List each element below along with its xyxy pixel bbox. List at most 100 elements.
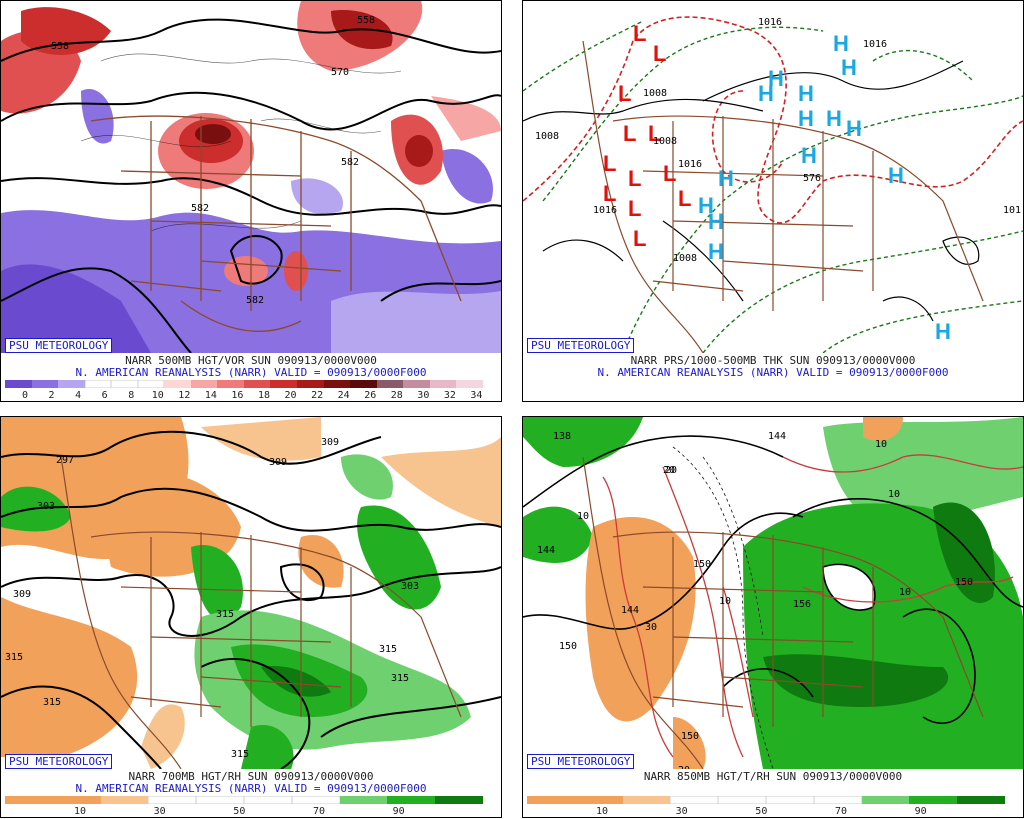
colorbar-swatch bbox=[435, 796, 483, 804]
colorbar-tick-label: 28 bbox=[390, 390, 403, 401]
political-borders bbox=[582, 456, 984, 769]
svg-text:1008: 1008 bbox=[673, 253, 697, 264]
svg-text:H: H bbox=[798, 81, 814, 106]
svg-text:582: 582 bbox=[341, 157, 359, 168]
svg-text:1008: 1008 bbox=[643, 88, 667, 99]
svg-text:L: L bbox=[648, 121, 661, 146]
svg-text:L: L bbox=[628, 166, 641, 191]
height-contours bbox=[1, 430, 501, 769]
colorbar-tick-label: 50 bbox=[755, 806, 768, 817]
svg-text:150: 150 bbox=[681, 731, 699, 742]
colorbar-swatch bbox=[190, 380, 218, 388]
height-contours bbox=[1, 18, 501, 353]
colorbar-tick-label: 10 bbox=[151, 390, 164, 401]
colorbar-tick-label: 70 bbox=[834, 806, 848, 817]
colorbar-tick-label: 14 bbox=[204, 390, 217, 401]
humidity-colorbar bbox=[527, 796, 1005, 804]
colorbar-swatch bbox=[339, 796, 388, 804]
colorbar-swatch bbox=[376, 380, 404, 388]
svg-text:10: 10 bbox=[888, 489, 900, 500]
colorbar-ticks: 0 2 4 6 8 10 12 14 16 18 20 22 24 26 28 30 32 34 bbox=[5, 390, 495, 401]
colorbar-tick-label: 8 bbox=[128, 390, 135, 401]
svg-text:H: H bbox=[826, 106, 842, 131]
colorbar-tick-label: 20 bbox=[284, 390, 297, 401]
colorbar-tick-label: 30 bbox=[675, 806, 688, 817]
svg-text:L: L bbox=[603, 151, 616, 176]
low-pressure-symbol: L bbox=[633, 21, 646, 46]
colorbar-swatch bbox=[813, 796, 862, 804]
colorbar-swatch bbox=[243, 380, 271, 388]
svg-text:L: L bbox=[663, 161, 676, 186]
svg-text:20: 20 bbox=[663, 465, 675, 476]
colorbar-tick-label: 4 bbox=[75, 390, 82, 401]
colorbar-tick-label: 6 bbox=[101, 390, 108, 401]
svg-text:309: 309 bbox=[269, 457, 287, 468]
svg-text:10: 10 bbox=[875, 439, 887, 450]
psu-meteorology-badge: PSU METEOROLOGY bbox=[527, 338, 635, 353]
svg-text:315: 315 bbox=[379, 644, 397, 655]
colorbar-swatch bbox=[164, 380, 191, 388]
colorbar-ticks: 10 30 50 70 90 bbox=[5, 806, 495, 817]
humidity-700mb-map: 297 309 303 309 309 315 303 315 315 315 … bbox=[1, 417, 501, 769]
high-pressure-symbol: H bbox=[758, 81, 774, 106]
svg-text:L: L bbox=[678, 186, 691, 211]
svg-text:309: 309 bbox=[321, 437, 339, 448]
political-borders bbox=[582, 40, 984, 353]
psu-meteorology-badge: PSU METEOROLOGY bbox=[5, 754, 113, 769]
svg-text:315: 315 bbox=[5, 652, 23, 663]
svg-text:150: 150 bbox=[693, 559, 711, 570]
colorbar-swatch bbox=[5, 796, 53, 804]
height-contours bbox=[523, 435, 1023, 724]
svg-text:H: H bbox=[841, 55, 857, 80]
svg-text:L: L bbox=[603, 181, 616, 206]
svg-text:303: 303 bbox=[401, 581, 419, 592]
svg-text:H: H bbox=[798, 106, 814, 131]
moist-area bbox=[523, 417, 643, 467]
colorbar-swatch bbox=[323, 380, 351, 388]
svg-text:20: 20 bbox=[678, 765, 690, 769]
svg-text:H: H bbox=[768, 66, 784, 91]
svg-text:144: 144 bbox=[768, 431, 786, 442]
svg-text:10: 10 bbox=[577, 511, 589, 522]
svg-text:582: 582 bbox=[246, 295, 264, 306]
svg-text:H: H bbox=[846, 116, 862, 141]
panel-caption: NARR 500MB HGT/VOR SUN 090913/0000V000 bbox=[125, 354, 377, 367]
colorbar-tick-label: 70 bbox=[312, 806, 326, 817]
svg-text:1008: 1008 bbox=[653, 136, 677, 147]
vorticity-colorbar bbox=[5, 380, 483, 388]
colorbar-tick-label: 90 bbox=[392, 806, 405, 817]
panel-850mb-temperature-humidity: 138 144 144 150 144 30 10 20 10 150 150 … bbox=[522, 416, 1024, 818]
svg-text:H: H bbox=[698, 193, 714, 218]
svg-text:150: 150 bbox=[955, 577, 973, 588]
svg-text:303: 303 bbox=[37, 501, 55, 512]
svg-text:H: H bbox=[708, 239, 724, 264]
svg-text:315: 315 bbox=[231, 749, 249, 760]
colorbar-swatch bbox=[387, 796, 436, 804]
colorbar-tick-label: 16 bbox=[231, 390, 244, 401]
colorbar-swatch bbox=[291, 796, 340, 804]
svg-text:H: H bbox=[833, 31, 849, 56]
psu-meteorology-badge: PSU METEOROLOGY bbox=[527, 754, 635, 769]
contour-labels: 297 309 303 309 309 315 303 315 315 315 … bbox=[5, 437, 419, 760]
svg-text:144: 144 bbox=[621, 605, 639, 616]
colorbar-swatch bbox=[622, 796, 671, 804]
colorbar-tick-label: 12 bbox=[178, 390, 191, 401]
svg-text:L: L bbox=[653, 41, 666, 66]
colorbar-swatch bbox=[456, 380, 483, 388]
svg-text:570: 570 bbox=[331, 67, 349, 78]
colorbar-tick-label: 30 bbox=[153, 806, 166, 817]
colorbar-swatch bbox=[84, 380, 112, 388]
svg-text:150: 150 bbox=[559, 641, 577, 652]
colorbar-swatch bbox=[270, 380, 298, 388]
svg-text:10: 10 bbox=[899, 587, 911, 598]
humidity-850mb-map: 138 144 144 150 144 30 10 20 10 150 150 … bbox=[523, 417, 1023, 769]
contour-labels: 558 558 570 582 582 582 bbox=[51, 15, 375, 306]
svg-text:315: 315 bbox=[43, 697, 61, 708]
colorbar-swatch bbox=[670, 796, 719, 804]
svg-text:315: 315 bbox=[391, 673, 409, 684]
colorbar-swatch bbox=[111, 380, 138, 388]
isobars bbox=[523, 60, 980, 322]
svg-text:H: H bbox=[718, 166, 734, 191]
panel-valid-caption: N. AMERICAN REANALYSIS (NARR) VALID = 09… bbox=[75, 366, 427, 379]
panel-valid-caption: N. AMERICAN REANALYSIS (NARR) VALID = 09… bbox=[597, 366, 949, 379]
